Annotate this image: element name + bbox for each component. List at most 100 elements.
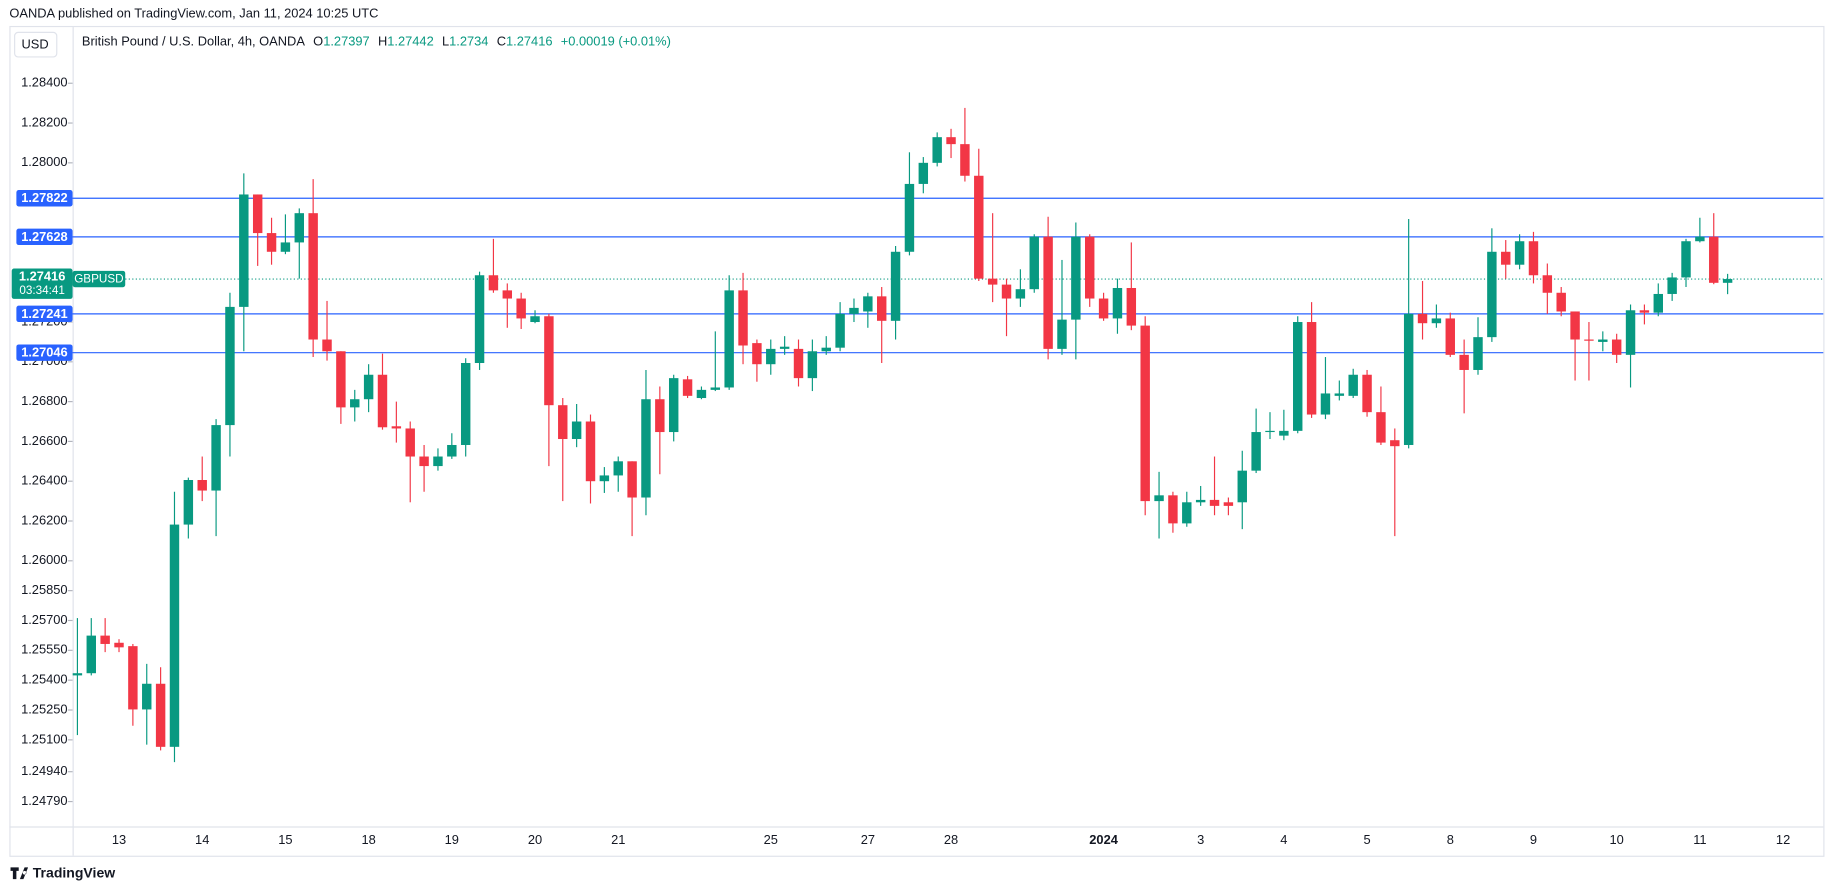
x-tick-label: 15 [278, 832, 292, 847]
y-tick-label: 1.28200 [21, 114, 67, 129]
x-tick-label: 8 [1447, 832, 1454, 847]
candle-body [738, 290, 748, 346]
candle-body [1431, 318, 1442, 324]
candle-body [1445, 318, 1455, 355]
candle-body [932, 137, 942, 163]
candle-body [1293, 322, 1303, 431]
price-labels: 1.27822 1.27628 1.27241 1.27046 1.2741603:34… [11, 190, 126, 361]
y-tick-label: 1.26800 [21, 393, 67, 408]
y-tick-label: 1.24940 [21, 763, 67, 778]
x-tick-label: 27 [861, 832, 875, 847]
x-tick-label: 4 [1280, 832, 1287, 847]
candle-body [294, 213, 305, 243]
x-tick-label: 11 [1693, 832, 1706, 847]
x-tick-label: 9 [1530, 832, 1537, 847]
candle-body [1667, 277, 1677, 294]
candle-body [322, 339, 332, 352]
candle-body [1085, 236, 1095, 299]
candle-body [793, 348, 804, 379]
candle-body [86, 635, 96, 674]
level-label-box [16, 305, 73, 323]
legend-row: British Pound / U.S. Dollar, 4h, OANDA O… [82, 34, 671, 49]
candle-body [419, 456, 429, 467]
candle-body [558, 405, 568, 440]
candle-body [682, 379, 693, 396]
candle-body [197, 480, 207, 491]
candle-body [128, 646, 138, 710]
chart-frame [9, 25, 1825, 857]
y-tick-label: 1.25850 [21, 582, 67, 597]
candle-body [1695, 236, 1705, 242]
candle-body [1348, 374, 1358, 396]
currency-label[interactable]: USD [22, 37, 49, 52]
candle-body [350, 399, 360, 408]
levels [72, 197, 1824, 354]
candle-body [668, 378, 679, 433]
candle-body [1376, 412, 1386, 443]
currency-button[interactable] [14, 31, 58, 58]
candle-body [1306, 322, 1317, 415]
candle-body [655, 399, 665, 433]
candle-body [890, 251, 901, 321]
candle-body [114, 642, 124, 648]
candle-body [960, 144, 970, 176]
candle-body [280, 242, 291, 252]
x-tick-label: 5 [1363, 832, 1370, 847]
candle-body [169, 524, 180, 747]
source-note: OANDA published on TradingView.com, Jan … [9, 6, 378, 21]
candle-body [1168, 495, 1178, 524]
x-tick-label: 13 [112, 832, 126, 847]
candle-body [100, 635, 110, 644]
current-price-label: 1.27416 [19, 269, 65, 284]
ohlc-label: L [442, 34, 449, 49]
y-tick-label: 1.28000 [21, 154, 67, 169]
candle-body [225, 306, 235, 426]
candle-body [363, 374, 374, 400]
ohlc-label: O [313, 34, 323, 49]
candle-body [530, 316, 540, 323]
candle-body [488, 275, 499, 291]
candle-body [599, 475, 610, 482]
candle-body [946, 137, 956, 145]
candle-body [1584, 339, 1594, 341]
candle-body [1195, 499, 1206, 503]
x-tick-label: 25 [764, 832, 778, 847]
candle-body [1598, 339, 1608, 342]
candle-body [1459, 354, 1469, 370]
candle-body [433, 456, 443, 467]
candle-body [1057, 319, 1067, 349]
candles [72, 107, 1733, 763]
x-tick-label: 2024 [1089, 832, 1118, 847]
ohlc-value: 1.27442 [387, 34, 433, 49]
candle-body [1154, 495, 1164, 502]
y-tick-label: 1.25700 [21, 612, 67, 627]
candle-body [1528, 241, 1539, 276]
candle-body [266, 233, 277, 252]
candle-body [1542, 275, 1553, 293]
candle-body [1625, 310, 1636, 355]
candle-body [1556, 292, 1566, 312]
candle-body [211, 425, 221, 491]
candle-body [405, 428, 415, 457]
candle-body [1334, 393, 1345, 396]
candle-body [239, 194, 249, 307]
candle-body [72, 673, 83, 676]
candle-body [849, 307, 859, 314]
candle-body [1501, 251, 1511, 265]
candle-body [1709, 236, 1719, 283]
candle-body [613, 461, 623, 476]
x-tick-label: 12 [1776, 832, 1790, 847]
symbol-box [72, 270, 126, 288]
candle-body [1487, 251, 1497, 338]
candle-body [1473, 337, 1483, 370]
candle-body [1223, 502, 1234, 506]
ohlc-label: C [497, 34, 506, 49]
x-tick-label: 14 [195, 832, 209, 847]
candle-body [835, 313, 845, 348]
candle-body [474, 275, 485, 364]
candle-body [1514, 241, 1525, 265]
x-tick-label: 3 [1197, 832, 1204, 847]
candle-body [710, 387, 721, 390]
